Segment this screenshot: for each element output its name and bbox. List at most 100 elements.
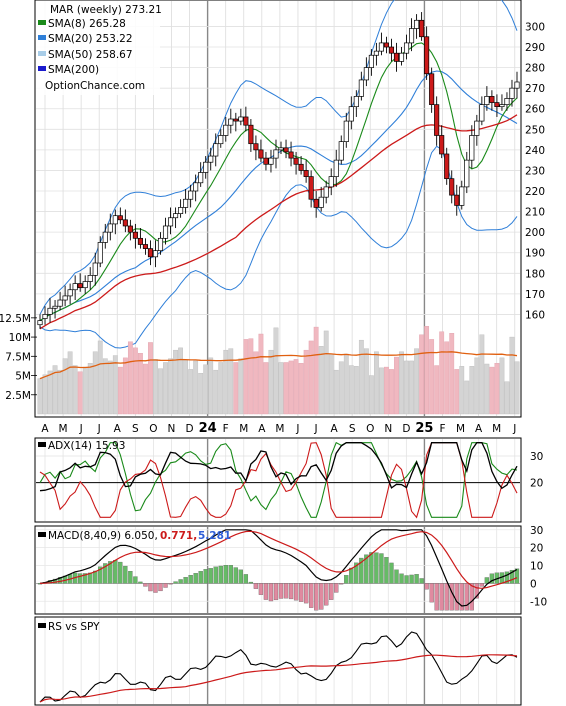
volume-bar: [233, 362, 239, 415]
price-gridlines: [36, 26, 520, 315]
macd-value-a: 0.771,: [160, 530, 197, 542]
volume-bar: [288, 360, 294, 415]
macd-histogram-bar: [379, 553, 384, 584]
volume-tick-label: 12.5M: [0, 313, 31, 325]
volume-bar: [158, 368, 163, 415]
macd-histogram-bar: [329, 583, 334, 600]
candle-body: [454, 194, 460, 206]
rs-line: [39, 631, 518, 703]
macd-histogram-bar: [228, 565, 233, 584]
macd-histogram-bar: [429, 583, 434, 603]
candle-body: [293, 157, 299, 165]
symbol-label: MAR (weekly) 273.21: [50, 4, 162, 16]
candle-body: [444, 153, 450, 180]
candle-body: [424, 36, 430, 75]
volume-bar: [42, 374, 48, 415]
legend-sma200: SMA(200): [48, 64, 99, 76]
macd-histogram-bar: [509, 569, 515, 584]
legend-sma8: SMA(8) 265.28: [48, 18, 126, 30]
candle-body: [368, 54, 374, 68]
price-tick-label: 290: [525, 42, 545, 54]
macd-histogram-bar: [384, 557, 389, 584]
candle-body: [283, 147, 289, 153]
macd-histogram-bar: [514, 568, 520, 584]
volume-bar: [494, 363, 500, 415]
volume-bar: [363, 348, 369, 415]
candle-body: [127, 225, 133, 233]
volume-bar: [353, 366, 359, 415]
volume-bar: [148, 342, 153, 415]
candle-body: [373, 50, 379, 56]
volume-bar: [193, 360, 199, 415]
month-label: O: [149, 423, 157, 435]
candle-body: [243, 116, 249, 126]
volume-bar: [188, 369, 194, 415]
candle-body: [52, 305, 58, 309]
candle-body: [363, 67, 369, 81]
candle-body: [429, 73, 435, 105]
volume-bar: [102, 358, 108, 415]
price-tick-label: 200: [525, 227, 545, 239]
volume-tick-label: 7.5M: [5, 351, 31, 363]
macd-histogram-bar: [424, 583, 429, 590]
macd-histogram-bar: [454, 583, 459, 611]
volume-bar: [504, 381, 510, 415]
volume-bar: [208, 357, 214, 415]
candle-body: [87, 274, 93, 282]
volume-bar: [514, 361, 520, 415]
macd-histogram-bar: [253, 583, 259, 589]
macd-histogram-bar: [484, 577, 490, 584]
price-tick-label: 190: [525, 248, 545, 260]
macd-histogram-bar: [374, 552, 379, 584]
legend-sma50: SMA(50) 258.67: [48, 49, 133, 61]
volume-bar: [318, 346, 324, 415]
volume-bar: [343, 353, 349, 415]
macd-histogram-bar: [394, 569, 399, 584]
macd-histogram-bar: [83, 573, 88, 584]
candle-body: [248, 124, 254, 145]
month-label: S: [349, 423, 356, 435]
volume-bar: [248, 338, 254, 415]
volume-bar: [153, 359, 158, 415]
volume-bar: [338, 361, 344, 415]
volume-average: [39, 351, 518, 380]
macd-histogram-bar: [349, 567, 354, 584]
macd-histogram-bar: [193, 573, 198, 584]
volume-bar: [333, 369, 339, 415]
volume-bar: [273, 327, 279, 415]
macd-histogram-bar: [319, 583, 324, 610]
candle-body: [162, 225, 169, 239]
candle-body: [514, 81, 520, 89]
volume-bar: [424, 326, 430, 415]
price-tick-label: 210: [525, 207, 545, 219]
macd-histogram-bar: [243, 574, 249, 584]
month-label: N: [384, 423, 392, 435]
volume-bar: [469, 366, 475, 415]
macd-histogram-bar: [298, 583, 304, 602]
candle-body: [303, 170, 309, 177]
volume-bar: [87, 363, 93, 415]
volume-bar: [479, 334, 485, 415]
rs-label: RS vs SPY: [48, 621, 100, 633]
macd-histogram-bar: [283, 583, 289, 599]
candle-body: [509, 87, 515, 99]
macd-histogram-bar: [163, 583, 168, 588]
volume-bar: [419, 334, 424, 415]
macd-histogram-bar: [268, 583, 274, 602]
candle-body: [409, 28, 415, 44]
candle-body: [343, 120, 349, 142]
price-candles: [37, 12, 520, 329]
volume-bar: [298, 363, 304, 415]
month-label: M: [492, 423, 501, 435]
macd-histogram-bar: [474, 583, 479, 599]
candle-body: [173, 213, 179, 219]
candle-body: [72, 283, 78, 291]
macd-histogram-bar: [238, 569, 243, 584]
month-label: J: [512, 423, 516, 435]
price-tick-label: 230: [525, 165, 545, 177]
volume-axis-ticks: 2.5M 5M 7.5M 10M 12.5M: [0, 313, 37, 402]
macd-label-prefix: MACD(8,40,9) 6.050,: [48, 530, 158, 542]
candle-body: [152, 250, 159, 258]
macd-axis-ticks: -10 0 10 20 30: [530, 525, 547, 608]
volume-tick-label: 5M: [15, 371, 31, 383]
